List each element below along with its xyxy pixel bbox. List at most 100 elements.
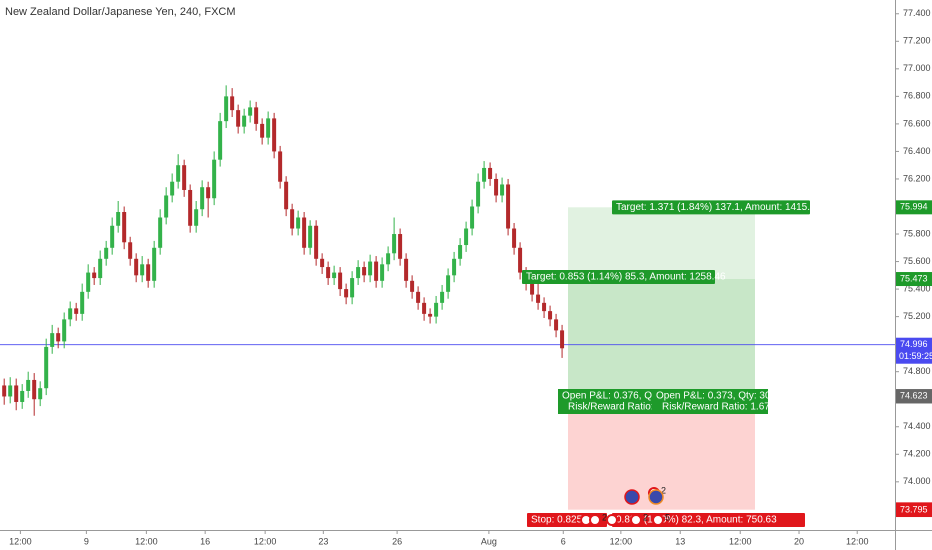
- x-tick-label: 16: [200, 536, 210, 546]
- candle-body: [518, 247, 523, 273]
- candle-body: [80, 291, 85, 314]
- y-tick-label: 76.400: [903, 146, 931, 156]
- candle-body: [224, 96, 229, 122]
- event-count: 2: [643, 512, 648, 522]
- flag-icon[interactable]: [624, 489, 640, 505]
- candle-body: [548, 311, 553, 320]
- candle-body: [530, 283, 535, 295]
- y-tick-label: 74.000: [903, 476, 931, 486]
- candle-body: [308, 225, 313, 248]
- event-icon[interactable]: [652, 514, 664, 526]
- y-tick-label: 77.400: [903, 8, 931, 18]
- countdown: 01:59:25: [899, 351, 932, 361]
- candle-body: [218, 121, 223, 160]
- candle-body: [92, 272, 97, 279]
- profit-zone: [568, 279, 755, 397]
- candle-body: [152, 247, 157, 281]
- candle-body: [326, 267, 331, 279]
- candle-body: [386, 253, 391, 265]
- y-tick-label: 75.600: [903, 256, 931, 266]
- x-tick-label: Aug: [481, 536, 497, 546]
- y-tick-label: 74.400: [903, 421, 931, 431]
- candle-body: [182, 165, 187, 190]
- candle-body: [422, 302, 427, 314]
- candle-body: [458, 245, 463, 259]
- candle-body: [8, 385, 13, 397]
- candle-body: [56, 333, 61, 342]
- x-tick-label: 23: [318, 536, 328, 546]
- flag-icon[interactable]: [648, 489, 664, 505]
- candle-body: [284, 181, 289, 210]
- candle-body: [332, 272, 337, 279]
- chart-title: New Zealand Dollar/Japanese Yen, 240, FX…: [5, 6, 236, 18]
- x-tick-label: 13: [675, 536, 685, 546]
- candle-body: [302, 217, 307, 248]
- target-label-box: [612, 200, 810, 215]
- target-price-label: 75.994: [900, 202, 928, 212]
- target-price-label: 75.473: [900, 273, 928, 283]
- target-label: Target: 0.853 (1.14%) 85.3, Amount: 1258…: [526, 272, 726, 283]
- stop-label: 0.823 (1.10%) 82.3, Amount: 750.63: [616, 515, 777, 526]
- event-count: 2: [661, 485, 666, 495]
- event-icon[interactable]: [630, 514, 642, 526]
- x-tick-label: 9: [84, 536, 89, 546]
- y-tick-label: 74.200: [903, 449, 931, 459]
- candle-body: [398, 234, 403, 259]
- candle-body: [32, 379, 37, 400]
- x-tick-label: 12:00: [254, 536, 277, 546]
- y-tick-label: 76.800: [903, 91, 931, 101]
- candle-body: [440, 291, 445, 303]
- target-price-label-box: [896, 200, 932, 215]
- y-tick-label: 74.800: [903, 366, 931, 376]
- x-tick-label: 12:00: [610, 536, 633, 546]
- x-tick-label: 12:00: [729, 536, 752, 546]
- candle-body: [542, 302, 547, 312]
- loss-zone: [568, 396, 755, 511]
- candle-body: [14, 385, 19, 402]
- candle-body: [536, 294, 541, 303]
- candle-body: [434, 302, 439, 317]
- candle-body: [26, 379, 31, 391]
- candle-body: [428, 313, 433, 317]
- candle-body: [344, 289, 349, 298]
- event-icon[interactable]: [606, 514, 618, 526]
- candle-body: [194, 209, 199, 226]
- candle-body: [266, 118, 271, 138]
- candle-body: [488, 167, 493, 179]
- candle-body: [116, 212, 121, 226]
- candle-body: [380, 264, 385, 281]
- candle-body: [554, 319, 559, 331]
- profit-zone: [568, 207, 755, 397]
- candle-body: [236, 110, 241, 127]
- event-icon[interactable]: [589, 514, 601, 526]
- candle-body: [62, 319, 67, 342]
- candle-body: [494, 178, 499, 196]
- candle-body: [356, 267, 361, 279]
- candle-body: [242, 115, 247, 127]
- candle-body: [560, 330, 565, 349]
- candle-body: [86, 272, 91, 292]
- candle-body: [164, 195, 169, 218]
- candle-body: [470, 206, 475, 229]
- event-count: 2: [602, 512, 607, 522]
- candle-body: [338, 272, 343, 290]
- x-tick-label: 12:00: [9, 536, 32, 546]
- candle-body: [248, 107, 253, 116]
- target-price-label-box: [896, 272, 932, 287]
- candle-body: [200, 187, 205, 210]
- candle-body: [374, 261, 379, 281]
- y-tick-label: 76.200: [903, 173, 931, 183]
- candle-body: [362, 267, 367, 276]
- candle-body: [320, 258, 325, 268]
- candle-body: [476, 181, 481, 207]
- candle-body: [146, 264, 151, 281]
- candle-body: [272, 118, 277, 152]
- stop-label: Stop: 0.825: [531, 515, 583, 526]
- y-tick-label: 75.200: [903, 311, 931, 321]
- candle-body: [278, 151, 283, 182]
- candle-body: [122, 212, 127, 243]
- candle-body: [452, 258, 457, 276]
- candle-body: [230, 96, 235, 111]
- candle-body: [512, 228, 517, 248]
